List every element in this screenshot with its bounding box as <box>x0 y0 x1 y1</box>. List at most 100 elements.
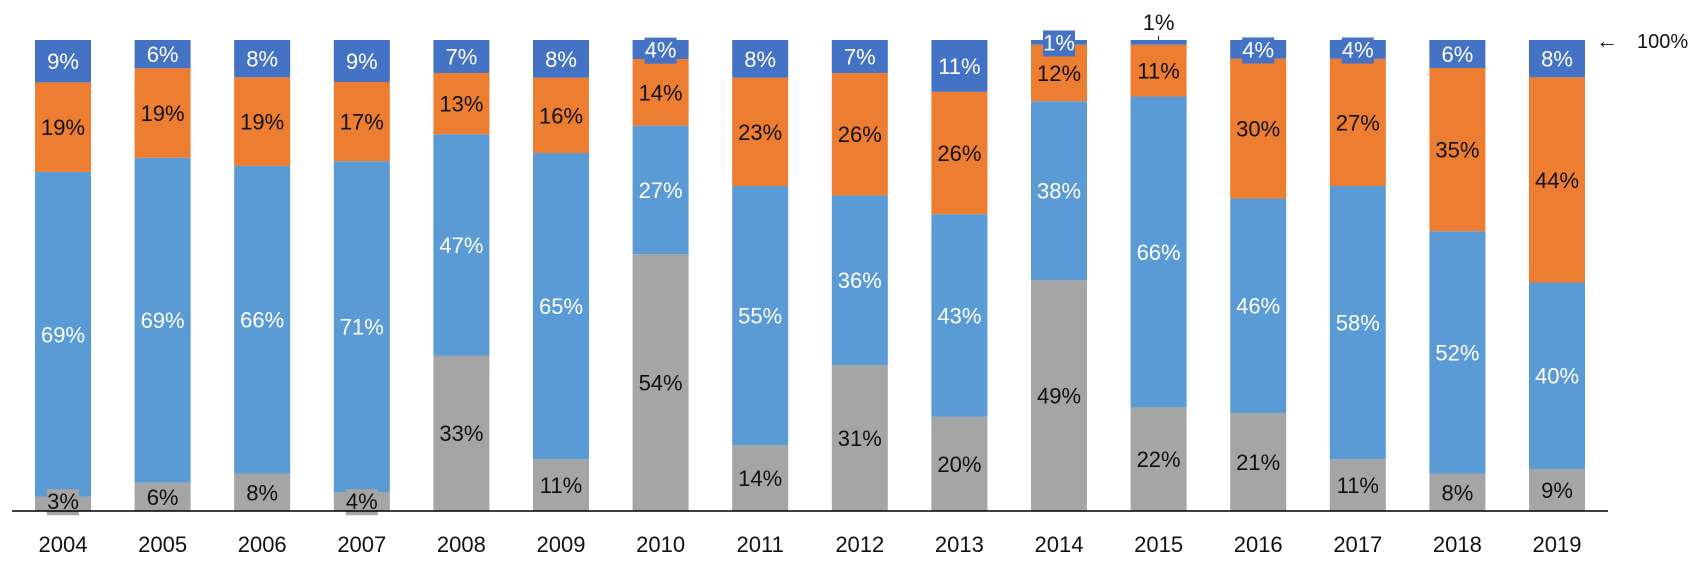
data-label: 6% <box>1442 42 1474 67</box>
data-label: 33% <box>439 421 483 446</box>
data-label: 7% <box>844 44 876 69</box>
data-label: 8% <box>744 47 776 72</box>
data-label: 8% <box>545 47 577 72</box>
data-label: 8% <box>246 480 278 505</box>
bar-segment <box>732 77 789 187</box>
bar-segment <box>533 40 589 78</box>
bar-segment <box>1329 459 1386 511</box>
bar-segment <box>732 40 789 78</box>
bar-segment <box>533 459 589 511</box>
x-tick-label: 2014 <box>1035 532 1084 557</box>
data-label-box <box>1043 30 1075 57</box>
bar-segment <box>831 40 888 73</box>
data-label: 20% <box>937 452 981 477</box>
data-label: 8% <box>1541 47 1573 72</box>
bar-segment <box>732 186 789 446</box>
bar-segment <box>134 68 191 158</box>
bar-segment <box>35 40 91 83</box>
data-label: 49% <box>1037 384 1081 409</box>
x-tick-label: 2016 <box>1234 532 1283 557</box>
bar-segment <box>234 77 291 166</box>
bar-segment <box>1529 282 1585 470</box>
data-label: 8% <box>1442 480 1474 505</box>
bar-segment <box>433 40 490 73</box>
bar-segment <box>1429 40 1486 68</box>
data-label: 17% <box>340 110 384 135</box>
bar-segment <box>1429 473 1486 511</box>
data-label: 22% <box>1137 447 1181 472</box>
data-label: 31% <box>838 426 882 451</box>
bar-segment <box>1130 96 1187 408</box>
bar-segment <box>1529 77 1585 283</box>
data-label: 66% <box>240 308 284 333</box>
bar-segment <box>1130 407 1187 511</box>
bar-segment <box>433 134 490 356</box>
data-label: 23% <box>738 120 782 145</box>
bar-segment <box>234 40 291 78</box>
data-label: 11% <box>540 473 582 498</box>
data-label: 44% <box>1535 168 1579 193</box>
bar-segment <box>1329 58 1386 187</box>
bar-segment <box>931 214 988 417</box>
bar-segment <box>333 81 390 162</box>
data-label: 27% <box>1336 110 1380 135</box>
data-label: 19% <box>41 115 85 140</box>
data-label: 26% <box>937 141 981 166</box>
bar-segment <box>35 171 91 497</box>
bar-segment <box>1031 101 1087 281</box>
bar-segment <box>632 59 689 126</box>
data-label: 9% <box>1541 478 1573 503</box>
data-label: 35% <box>1435 138 1479 163</box>
bar-segment <box>1230 58 1287 199</box>
data-label: 36% <box>838 268 882 293</box>
x-tick-label: 2019 <box>1533 532 1582 557</box>
data-label: 3% <box>47 489 79 514</box>
annotation-arrow: ← <box>1596 28 1618 53</box>
bar-segment <box>931 416 988 511</box>
data-label: 47% <box>439 233 483 258</box>
data-label: 21% <box>1236 450 1280 475</box>
data-label: 27% <box>639 178 683 203</box>
x-tick-label: 2010 <box>636 532 685 557</box>
data-label: 43% <box>937 303 981 328</box>
x-tick-label: 2008 <box>437 532 486 557</box>
bar-segment <box>632 125 689 255</box>
bar-segment <box>333 161 390 493</box>
data-label-box <box>644 37 677 64</box>
bar-segment <box>433 72 490 135</box>
data-label-box <box>1242 37 1275 64</box>
x-tick-label: 2013 <box>935 532 984 557</box>
bar-segment <box>433 355 490 511</box>
data-label: 4% <box>645 37 677 62</box>
bar-segment <box>234 473 291 511</box>
bar-segment <box>1130 44 1187 97</box>
annotation-label: 100% <box>1637 31 1688 53</box>
bar-segment <box>831 364 888 511</box>
data-label: 4% <box>1342 37 1374 62</box>
data-label: 58% <box>1336 311 1380 336</box>
data-label: 11% <box>938 54 980 79</box>
bar-segment <box>333 40 390 82</box>
data-label: 6% <box>147 42 179 67</box>
x-tick-labels: 2004 2005 2006 2007 2008 2009 2010 2011 2012 2013… <box>39 532 1582 557</box>
bar-segment <box>1529 469 1585 511</box>
data-label: 7% <box>446 44 478 69</box>
bar-segment <box>533 153 589 460</box>
bar-segment <box>1529 40 1585 78</box>
bar-segment <box>1429 231 1486 474</box>
data-label: 71% <box>340 315 384 340</box>
data-label: 4% <box>346 489 378 514</box>
data-label: 11% <box>1137 59 1179 84</box>
x-tick-label: 2015 <box>1134 532 1183 557</box>
data-label: 19% <box>141 101 185 126</box>
bar-segment <box>931 40 988 92</box>
data-label: 6% <box>147 485 179 510</box>
bar-segment <box>732 445 789 511</box>
data-label: 55% <box>738 303 782 328</box>
data-label: 54% <box>639 370 683 395</box>
bar-segment <box>533 77 589 154</box>
data-label: 14% <box>639 80 683 105</box>
annotation-100: ← 100% <box>1596 28 1688 53</box>
